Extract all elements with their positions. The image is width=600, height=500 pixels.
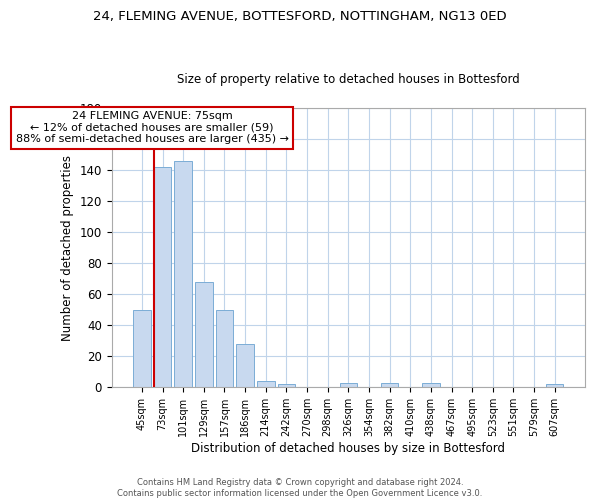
Bar bbox=[175, 161, 192, 388]
Text: Contains HM Land Registry data © Crown copyright and database right 2024.
Contai: Contains HM Land Registry data © Crown c… bbox=[118, 478, 482, 498]
Bar bbox=[257, 381, 275, 388]
Bar bbox=[381, 382, 398, 388]
X-axis label: Distribution of detached houses by size in Bottesford: Distribution of detached houses by size … bbox=[191, 442, 505, 455]
Bar bbox=[154, 167, 172, 388]
Y-axis label: Number of detached properties: Number of detached properties bbox=[61, 154, 74, 340]
Bar bbox=[278, 384, 295, 388]
Bar bbox=[422, 382, 440, 388]
Text: 24, FLEMING AVENUE, BOTTESFORD, NOTTINGHAM, NG13 0ED: 24, FLEMING AVENUE, BOTTESFORD, NOTTINGH… bbox=[93, 10, 507, 23]
Bar bbox=[215, 310, 233, 388]
Bar bbox=[195, 282, 212, 388]
Bar bbox=[340, 382, 357, 388]
Text: 24 FLEMING AVENUE: 75sqm
← 12% of detached houses are smaller (59)
88% of semi-d: 24 FLEMING AVENUE: 75sqm ← 12% of detach… bbox=[16, 111, 289, 144]
Bar bbox=[133, 310, 151, 388]
Bar bbox=[236, 344, 254, 388]
Title: Size of property relative to detached houses in Bottesford: Size of property relative to detached ho… bbox=[177, 73, 520, 86]
Bar bbox=[546, 384, 563, 388]
